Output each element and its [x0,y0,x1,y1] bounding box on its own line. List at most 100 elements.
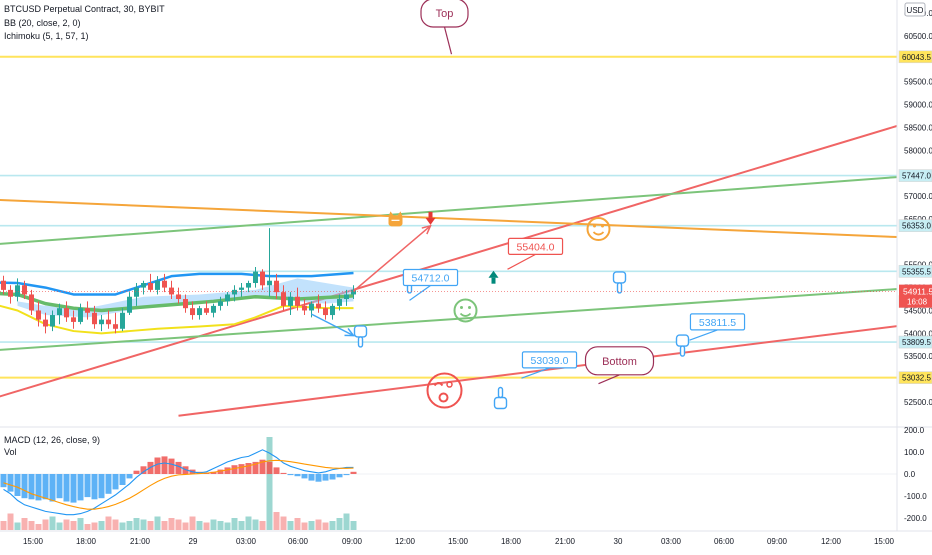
macd-line [4,450,354,515]
volume-bar [232,518,238,530]
macd-histogram-bar [85,474,91,497]
candle-body[interactable] [162,281,167,288]
candle-body[interactable] [281,292,286,306]
price-axis-tick-label: 58000.0 [904,146,932,155]
bb-indicator-label[interactable]: BB (20, close, 2, 0) [4,18,81,28]
candle-body[interactable] [197,308,202,315]
candle-body[interactable] [78,308,83,322]
candle-body[interactable] [71,317,76,322]
volume-bar [197,521,203,530]
candle-body[interactable] [127,297,132,313]
time-axis-tick-label: 12:00 [395,537,416,546]
candle-body[interactable] [323,308,328,315]
candle-body[interactable] [176,294,181,299]
candle-body[interactable] [134,288,139,297]
candle-body[interactable] [274,281,279,292]
candle-body[interactable] [141,283,146,288]
candle-body[interactable] [260,272,265,286]
callout-label: Bottom [602,356,637,368]
price-badge-label: 55355.5 [902,267,931,276]
macd-histogram-bar [337,474,343,477]
volume-bar [106,517,112,531]
trend-line-orange [0,196,932,252]
candle-body[interactable] [43,320,48,327]
macd-histogram-bar [176,462,182,474]
smile-face-icon [468,306,471,309]
candle-body[interactable] [253,272,258,283]
macd-histogram-bar [22,474,28,498]
candle-body[interactable] [29,294,34,310]
candle-body[interactable] [337,299,342,306]
candle-body[interactable] [85,308,90,313]
candle-body[interactable] [267,281,272,286]
candle-body[interactable] [225,294,230,301]
candle-body[interactable] [302,306,307,311]
candle-body[interactable] [183,299,188,308]
candle-body[interactable] [22,285,27,294]
pointing-hand-down-icon [614,272,626,293]
candle-body[interactable] [309,304,314,311]
candle-body[interactable] [204,308,209,313]
candle-body[interactable] [169,288,174,295]
macd-histogram-bar [71,474,77,503]
pointing-hand-down-icon [614,272,626,293]
time-axis-tick-label: 30 [614,537,623,546]
candle-body[interactable] [8,290,13,297]
macd-histogram-bar [351,472,357,474]
macd-histogram-bar [162,456,168,474]
candle-body[interactable] [211,306,216,313]
candle-body[interactable] [120,313,125,329]
candle-body[interactable] [288,297,293,306]
macd-histogram-bar [288,474,294,475]
candle-body[interactable] [36,310,41,319]
candle-body[interactable] [316,304,321,309]
callout-label: 55404.0 [517,241,555,253]
price-axis-tick-label: 60500.0 [904,32,932,41]
candle-body[interactable] [295,297,300,306]
macd-histogram-bar [302,474,308,478]
volume-bar [169,518,175,530]
candle-body[interactable] [106,320,111,325]
volume-indicator-label[interactable]: Vol [4,447,17,457]
candle-body[interactable] [239,288,244,290]
shock-face-icon [428,374,462,408]
candle-body[interactable] [344,294,349,299]
candle-body[interactable] [1,281,6,290]
candle-body[interactable] [50,315,55,326]
macd-histogram-bar [106,474,112,494]
candle-body[interactable] [232,290,237,295]
pointing-hand-down-icon [359,337,363,347]
candle-body[interactable] [99,320,104,325]
volume-bar [15,523,21,531]
candle-body[interactable] [155,281,160,290]
candle-body[interactable] [15,285,20,296]
callout-pointer [410,286,431,301]
candle-body[interactable] [246,283,251,288]
time-axis-tick-label: 15:00 [448,537,469,546]
volume-bar [71,521,77,530]
candle-body[interactable] [64,308,69,317]
candle-body[interactable] [148,283,153,290]
ichimoku-indicator-label[interactable]: Ichimoku (5, 1, 57, 1) [4,31,89,41]
time-axis-tick-label: 09:00 [767,537,788,546]
macd-histogram-bar [232,465,238,474]
callout-label: Top [436,8,454,20]
candle-body[interactable] [190,308,195,315]
candle-body[interactable] [57,308,62,315]
pointing-hand-down-icon [355,326,367,347]
volume-bar [155,517,161,531]
volume-bar [260,521,266,530]
pointing-hand-down-icon [355,326,367,347]
time-axis-tick-label: 03:00 [236,537,257,546]
macd-histogram-bar [169,459,175,474]
price-badge-label: 53809.5 [902,338,931,347]
candle-body[interactable] [113,324,118,329]
candle-body[interactable] [330,306,335,315]
macd-indicator-label[interactable]: MACD (12, 26, close, 9) [4,435,100,445]
volume-bar [176,520,182,531]
candle-body[interactable] [92,313,97,324]
candle-body[interactable] [218,301,223,306]
price-axis-tick-label: 57000.0 [904,192,932,201]
price-badge-label: 57447.0 [902,172,931,181]
